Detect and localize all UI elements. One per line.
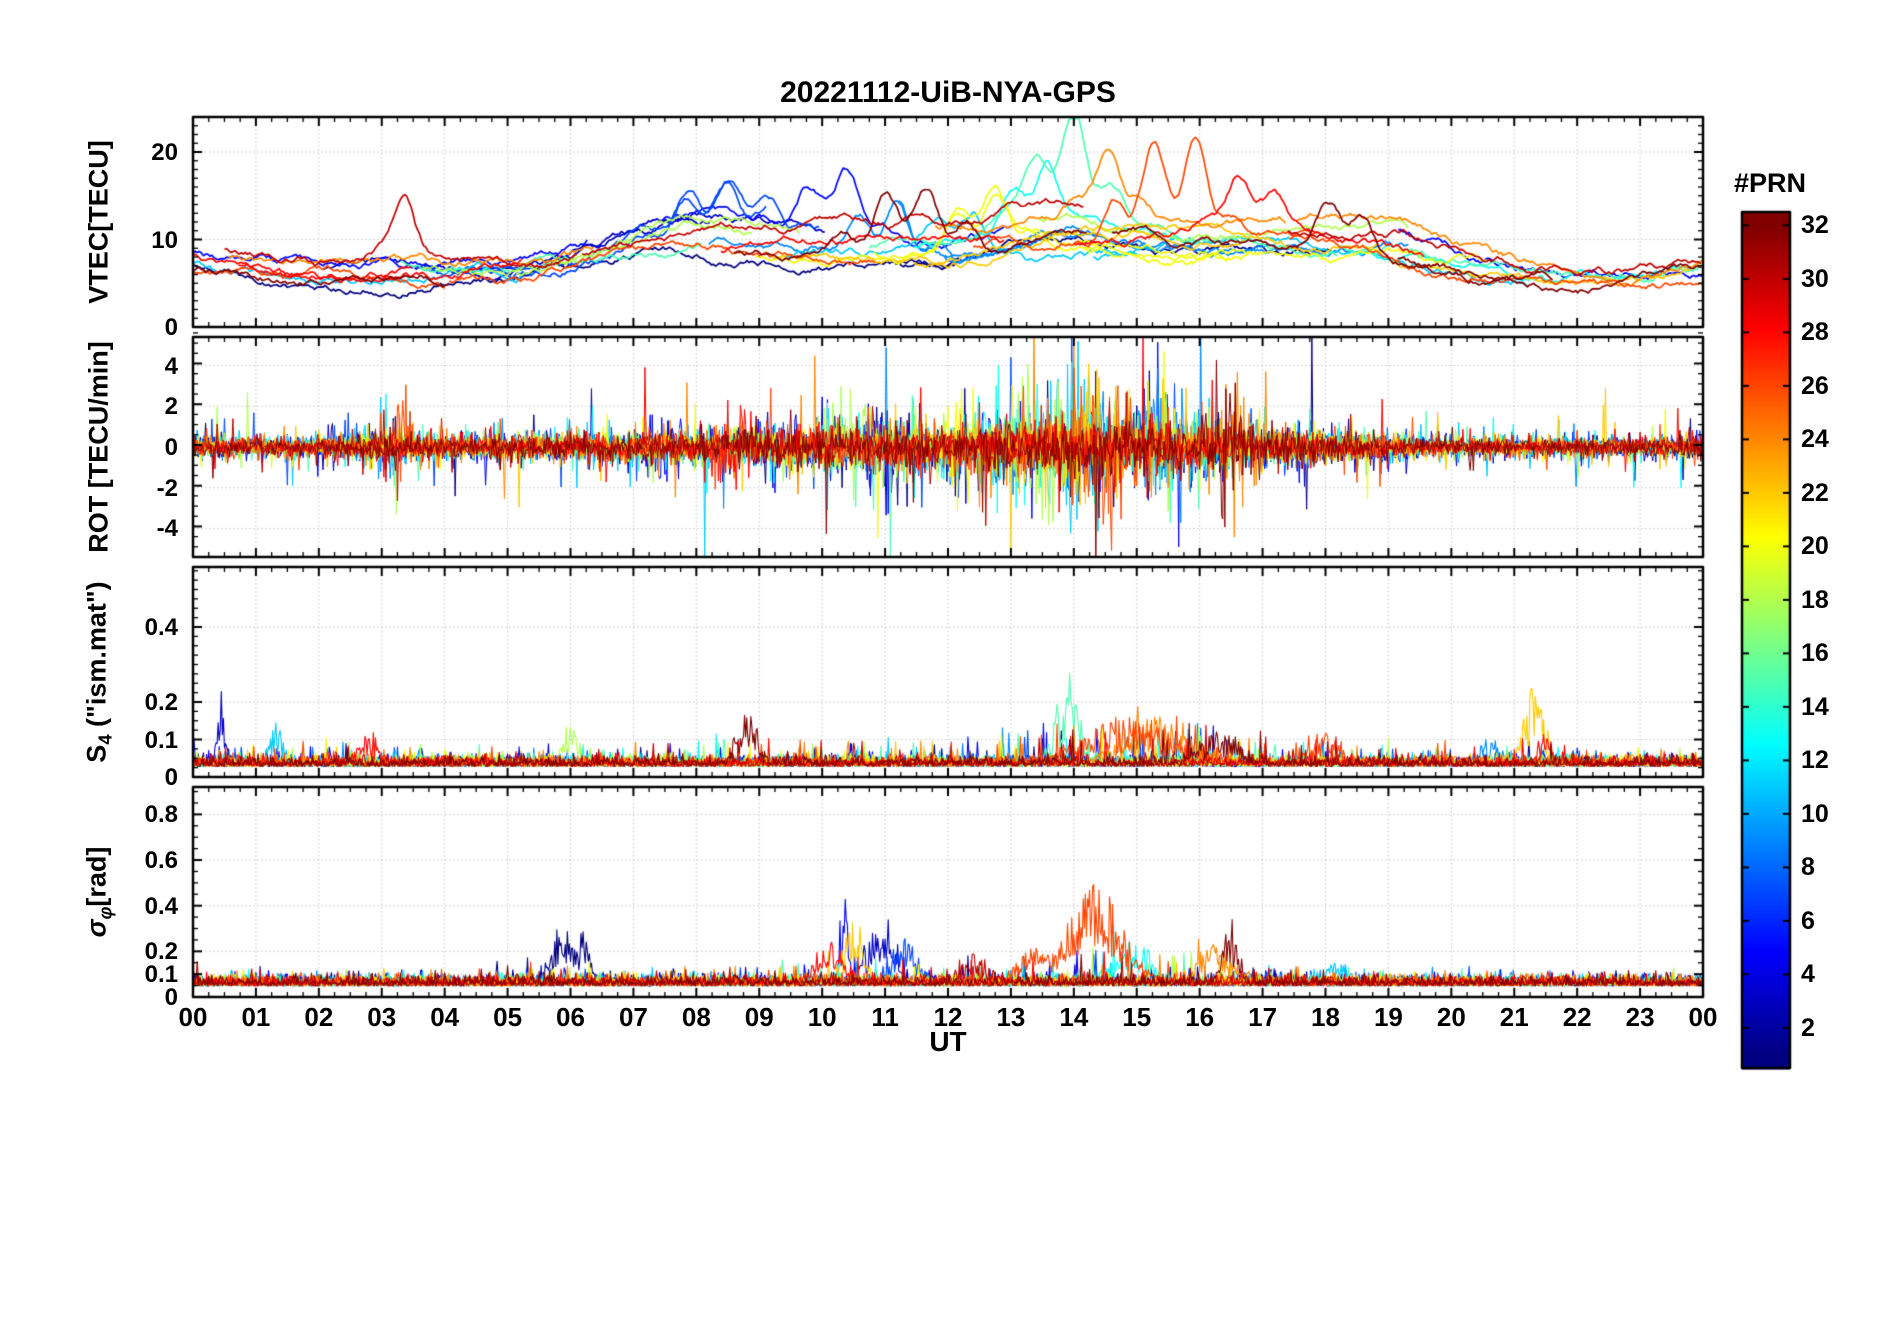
y-tick-label: 0.1 xyxy=(144,726,178,754)
x-tick-label: 06 xyxy=(556,1002,585,1032)
colorbar-tick-label: 10 xyxy=(1801,799,1829,828)
colorbar-tick-label: 2 xyxy=(1801,1013,1815,1042)
x-tick-label: 08 xyxy=(681,1002,711,1032)
x-tick-label: 13 xyxy=(996,1002,1026,1032)
x-tick-label: 07 xyxy=(618,1002,648,1032)
x-tick-label: 20 xyxy=(1436,1002,1466,1032)
colorbar-tick-label: 28 xyxy=(1801,318,1829,347)
x-tick-label: 02 xyxy=(304,1002,334,1032)
colorbar-tick-label: 30 xyxy=(1801,264,1829,293)
y-tick-label: 0.4 xyxy=(144,614,178,641)
y-tick-label: 0.2 xyxy=(144,689,178,716)
x-tick-label: 21 xyxy=(1499,1002,1529,1032)
colorbar-title: #PRN xyxy=(1733,168,1807,198)
y-tick-label: 20 xyxy=(151,139,178,166)
x-tick-label: 01 xyxy=(241,1002,271,1032)
y-tick-label: 0 xyxy=(164,984,178,1011)
colorbar-tick-label: 6 xyxy=(1801,906,1815,935)
x-tick-label: 04 xyxy=(430,1002,460,1032)
y-tick-label: 10 xyxy=(151,226,178,254)
y-tick-label: 0.6 xyxy=(144,847,178,875)
chart-title: 20221112-UiB-NYA-GPS xyxy=(780,76,1116,109)
x-tick-label: 19 xyxy=(1373,1002,1403,1032)
y-tick-label: 0 xyxy=(164,314,178,341)
x-tick-label: 09 xyxy=(744,1002,774,1032)
y-tick-label: 0 xyxy=(164,764,178,791)
y-tick-label: -2 xyxy=(156,474,178,502)
y-tick-label: 0 xyxy=(164,434,178,461)
x-tick-label: 05 xyxy=(493,1002,523,1032)
x-tick-label: 22 xyxy=(1562,1002,1592,1032)
x-axis-label: UT xyxy=(929,1026,967,1057)
colorbar-tick-label: 18 xyxy=(1801,585,1829,614)
colorbar-tick-label: 32 xyxy=(1801,211,1829,240)
colorbar-tick-label: 8 xyxy=(1801,853,1815,882)
colorbar-tick-label: 22 xyxy=(1801,478,1829,507)
y-tick-label: 4 xyxy=(164,352,178,380)
y-tick-label: -4 xyxy=(156,515,178,543)
x-tick-label: 10 xyxy=(807,1002,837,1032)
ylabel-part: σ xyxy=(81,919,112,938)
colorbar-tick-label: 14 xyxy=(1801,692,1829,721)
colorbar-tick-label: 20 xyxy=(1801,532,1829,561)
x-tick-label: 14 xyxy=(1059,1002,1089,1032)
colorbar-tick-label: 12 xyxy=(1801,746,1829,775)
y-tick-label: 2 xyxy=(164,393,178,421)
x-tick-label: 11 xyxy=(871,1002,899,1032)
x-tick-label: 03 xyxy=(367,1002,397,1032)
colorbar-tick-label: 4 xyxy=(1801,960,1815,989)
x-tick-label: 00 xyxy=(178,1002,208,1032)
y-tick-label: 0.4 xyxy=(144,892,178,920)
colorbar-tick-label: 24 xyxy=(1801,425,1829,454)
x-tick-label: 17 xyxy=(1248,1002,1278,1032)
colorbar-tick-label: 26 xyxy=(1801,371,1829,400)
colorbar-tick-label: 16 xyxy=(1801,639,1829,668)
x-tick-label: 15 xyxy=(1122,1002,1152,1032)
x-tick-label: 18 xyxy=(1311,1002,1340,1032)
x-tick-label: 16 xyxy=(1185,1002,1215,1032)
x-tick-label: 23 xyxy=(1625,1002,1655,1032)
x-tick-label: 12 xyxy=(933,1002,963,1032)
y-tick-label: 0.1 xyxy=(144,961,178,989)
y-tick-label: 0.8 xyxy=(144,801,178,829)
x-tick-label: 00 xyxy=(1688,1002,1718,1032)
y-tick-label: 0.2 xyxy=(144,938,178,966)
